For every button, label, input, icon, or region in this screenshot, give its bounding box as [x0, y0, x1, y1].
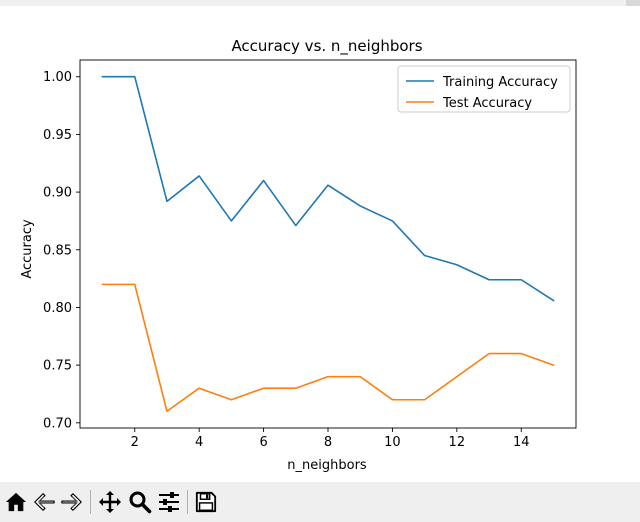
x-tick-label: 8	[324, 435, 332, 450]
navigation-toolbar	[0, 482, 640, 522]
series-line-2	[101, 283, 555, 413]
x-tick-label: 10	[384, 435, 401, 450]
x-tick-label: 12	[449, 435, 466, 450]
x-tick-label: 4	[195, 435, 203, 450]
figure-canvas[interactable]: Accuracy vs. n_neighbors 2 4 6 8 10 12 14 0.70 0…	[0, 6, 640, 480]
x-tick-label: 6	[259, 435, 267, 450]
y-axis-label: Accuracy	[20, 219, 35, 279]
move-icon	[99, 491, 121, 513]
x-tick-label: 14	[513, 435, 530, 450]
back-button[interactable]	[30, 488, 58, 516]
legend-entry-1: Training Accuracy	[442, 75, 558, 90]
toolbar-separator	[187, 490, 188, 514]
pan-button[interactable]	[96, 488, 124, 516]
zoom-button[interactable]	[126, 488, 154, 516]
series-line-1	[101, 75, 555, 302]
forward-arrow-icon	[61, 493, 82, 511]
y-tick-label: 0.80	[43, 301, 72, 316]
sliders-icon	[159, 492, 179, 512]
legend-box	[397, 65, 571, 113]
y-tick-label: 0.70	[43, 416, 72, 431]
home-icon	[5, 492, 27, 512]
x-tick-label: 2	[131, 435, 139, 450]
x-axis-label: n_neighbors	[287, 458, 367, 473]
y-tick-label: 1.00	[43, 70, 72, 85]
y-tick-label: 0.90	[43, 186, 72, 201]
window-corner-control	[626, 0, 640, 6]
back-arrow-icon	[34, 493, 55, 511]
plot-area: 2 4 6 8 10 12 14 0.70 0.75 0.80 0.85 0.90 0.95 1.00 Tr…	[43, 59, 577, 450]
floppy-disk-icon	[195, 491, 217, 513]
toolbar-separator	[90, 490, 91, 514]
y-tick-label: 0.95	[43, 128, 72, 143]
magnifier-icon	[129, 491, 152, 514]
legend-entry-2: Test Accuracy	[442, 96, 532, 111]
forward-button[interactable]	[58, 488, 86, 516]
y-tick-label: 0.75	[43, 359, 72, 374]
y-tick-label: 0.85	[43, 243, 72, 258]
chart-title: Accuracy vs. n_neighbors	[231, 37, 422, 56]
save-button[interactable]	[192, 488, 220, 516]
configure-subplots-button[interactable]	[155, 488, 183, 516]
axes-frame	[79, 59, 577, 429]
accuracy-line-chart: Accuracy vs. n_neighbors 2 4 6 8 10 12 14 0.70 0…	[20, 37, 577, 473]
home-button[interactable]	[2, 488, 30, 516]
window-top-edge	[0, 0, 640, 6]
